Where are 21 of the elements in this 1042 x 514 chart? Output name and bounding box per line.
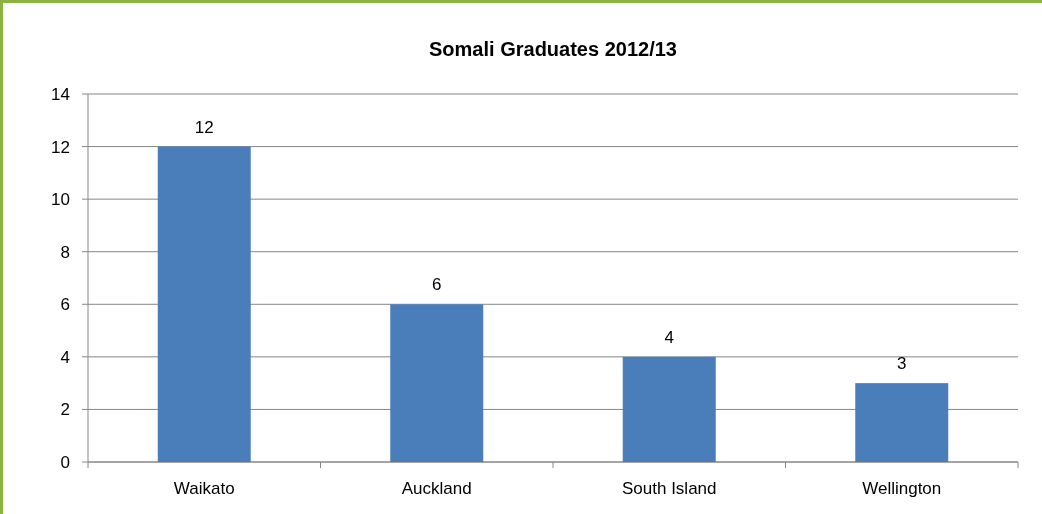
- y-tick-label: 4: [60, 347, 70, 367]
- data-label: 3: [897, 354, 907, 374]
- y-tick-label: 14: [51, 84, 70, 104]
- bar: [622, 356, 716, 462]
- x-tick-label: Auckland: [401, 479, 472, 498]
- data-label: 4: [664, 327, 674, 347]
- data-label: 12: [194, 117, 214, 137]
- chart-title: Somali Graduates 2012/13: [429, 38, 677, 60]
- x-tick-label: Wellington: [862, 479, 942, 498]
- data-label: 6: [432, 275, 442, 295]
- y-tick-label: 12: [51, 137, 70, 157]
- bar: [390, 304, 484, 462]
- bar: [157, 146, 251, 462]
- y-tick-label: 2: [60, 400, 70, 420]
- bar: [855, 383, 949, 462]
- y-tick-label: 8: [60, 242, 70, 262]
- y-tick-label: 10: [51, 190, 70, 210]
- y-tick-label: 6: [60, 295, 70, 315]
- x-tick-label: Waikato: [173, 479, 235, 498]
- y-tick-label: 0: [60, 452, 70, 472]
- x-tick-label: South Island: [621, 479, 717, 498]
